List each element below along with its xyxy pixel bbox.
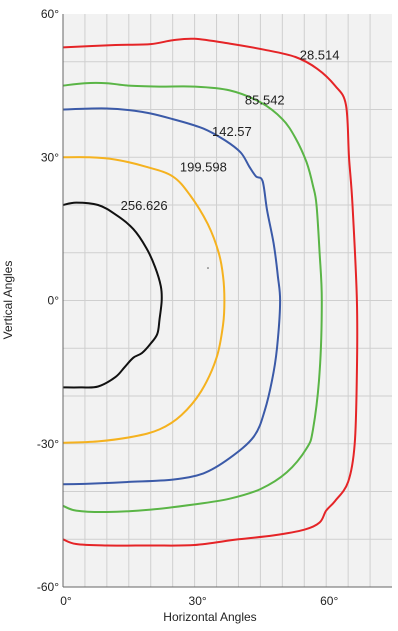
contour-labels: 28.514 85.542 142.57 199.598 256.626 (121, 47, 340, 212)
y-tick-label: 30° (41, 150, 59, 164)
tick-labels: 60°30°0°-30°-60°0° 30° 60° (37, 7, 339, 608)
y-tick-label: 60° (41, 7, 59, 21)
contour-line-2 (62, 107, 282, 486)
x-tick-label: 0° (60, 594, 72, 608)
y-tick-label: -60° (37, 580, 59, 594)
y-tick-label: 0° (48, 294, 60, 308)
contour-label-0: 28.514 (300, 47, 340, 62)
contour-line-4 (62, 201, 163, 389)
y-axis-label: Vertical Angles (1, 261, 15, 340)
contour-line-0 (62, 37, 359, 547)
contour-label-3: 199.598 (180, 160, 227, 175)
center-dot (207, 267, 209, 269)
contour-label-2: 142.57 (212, 124, 252, 139)
x-tick-label: 30° (189, 594, 207, 608)
contour-line-3 (62, 156, 226, 444)
contour-label-4: 256.626 (121, 198, 168, 213)
x-axis-label: Horizontal Angles (163, 610, 256, 624)
contour-line-1 (62, 81, 323, 514)
series-layer (62, 37, 359, 547)
y-tick-label: -30° (37, 437, 59, 451)
contour-label-1: 85.542 (245, 93, 285, 108)
x-tick-label: 60° (320, 594, 338, 608)
